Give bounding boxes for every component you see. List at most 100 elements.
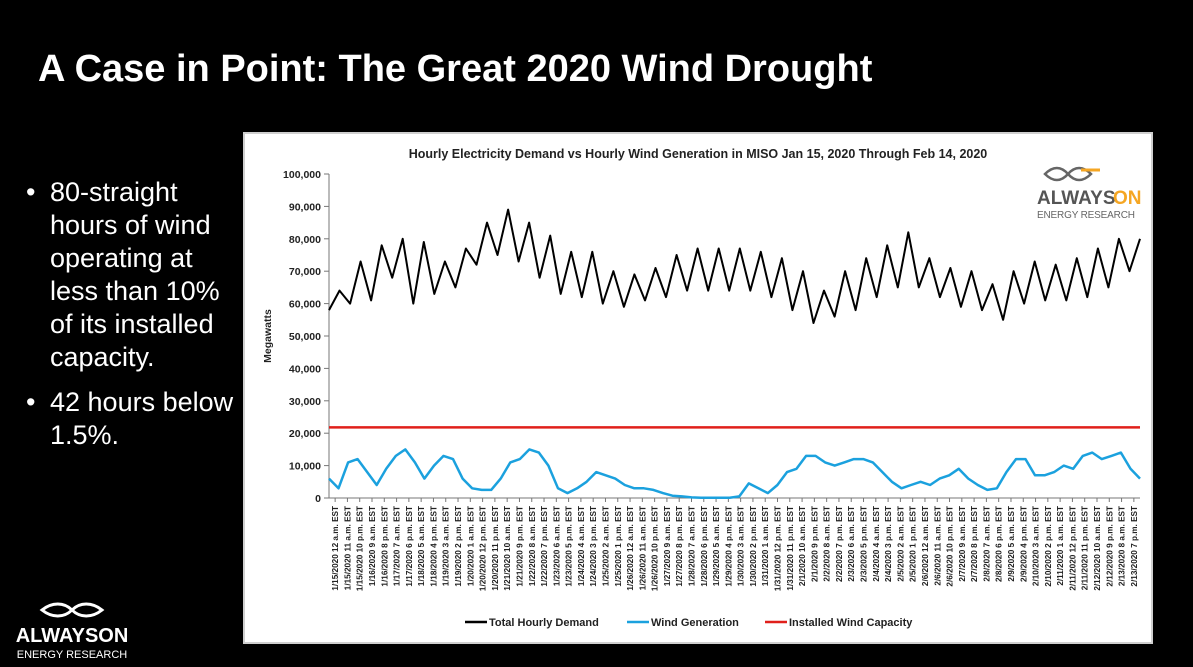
x-tick-label: 1/27/2020 8 p.m. EST — [675, 506, 684, 587]
chart-logo-wordmark-left: ALWAYS — [1037, 188, 1116, 209]
x-tick-label: 2/10/2020 2 p.m. EST — [1044, 506, 1053, 587]
legend-wind-generation-label: Wind Generation — [651, 617, 739, 629]
infinity-logo-icon — [39, 602, 105, 618]
y-tick-label: 0 — [315, 493, 321, 505]
bullet-item: • 42 hours below 1.5%. — [26, 386, 236, 452]
x-tick-label: 1/15/2020 10 p.m. EST — [356, 506, 365, 591]
chart-title: Hourly Electricity Demand vs Hourly Wind… — [409, 147, 988, 161]
chart-logo-wordmark-right: ON — [1113, 188, 1142, 209]
series-line-wind-generation — [328, 448, 1141, 499]
x-tick-label: 1/29/2020 4 p.m. EST — [724, 506, 733, 587]
x-tick-label: 1/31/2020 1 a.m. EST — [761, 506, 770, 586]
legend-installed-wind-capacity-label: Installed Wind Capacity — [789, 617, 913, 629]
bullet-text: 80-straight hours of wind operating at l… — [50, 177, 220, 372]
x-tick-label: 1/19/2020 2 p.m. EST — [454, 506, 463, 587]
x-tick-label: 1/25/2020 2 a.m. EST — [601, 506, 610, 586]
bullet-dot-icon: • — [26, 177, 36, 207]
x-tick-label: 2/8/2020 7 a.m. EST — [982, 506, 991, 582]
alwayson-logo-bottom: ALWAYSON ENERGY RESEARCH — [16, 602, 129, 661]
y-tick-label: 50,000 — [289, 331, 321, 343]
x-tick-label: 1/20/2020 11 p.m. EST — [491, 506, 500, 591]
x-tick-label: 1/21/2020 10 a.m. EST — [503, 506, 512, 591]
x-tick-label: 1/26/2020 11 a.m. EST — [638, 506, 647, 590]
x-tick-label: 1/22/2020 8 a.m. EST — [528, 506, 537, 586]
series-line-total-hourly-demand — [328, 208, 1141, 324]
x-tick-label: 1/26/2020 10 p.m. EST — [651, 506, 660, 591]
legend-total-hourly-demand-label: Total Hourly Demand — [489, 617, 599, 629]
x-tick-label: 2/7/2020 8 p.m. EST — [970, 506, 979, 582]
x-tick-label: 1/18/2020 4 p.m. EST — [429, 506, 438, 587]
slide-title: A Case in Point: The Great 2020 Wind Dro… — [38, 48, 873, 90]
x-tick-label: 1/17/2020 6 p.m. EST — [405, 506, 414, 587]
x-tick-label: 2/5/2020 1 p.m. EST — [909, 506, 918, 582]
x-tick-label: 1/24/2020 3 p.m. EST — [589, 506, 598, 587]
x-tick-label: 2/1/2020 10 a.m. EST — [798, 506, 807, 586]
y-tick-label: 30,000 — [289, 396, 321, 408]
x-tick-label: 2/11/2020 11 p.m. EST — [1081, 506, 1090, 590]
x-tick-label: 2/2/2020 7 p.m. EST — [835, 506, 844, 582]
x-tick-label: 1/29/2020 5 a.m. EST — [712, 506, 721, 586]
x-tick-label: 2/6/2020 11 a.m. EST — [933, 506, 942, 586]
x-tick-label: 1/19/2020 3 a.m. EST — [442, 506, 451, 586]
x-tick-label: 2/10/2020 3 a.m. EST — [1032, 506, 1041, 586]
x-tick-label: 1/20/2020 12 p.m. EST — [479, 506, 488, 591]
x-tick-label: 2/2/2020 8 a.m. EST — [823, 506, 832, 582]
bullet-dot-icon: • — [26, 387, 36, 417]
x-tick-label: 1/18/2020 5 a.m. EST — [417, 506, 426, 586]
bullet-text: 42 hours below 1.5%. — [50, 387, 234, 450]
x-tick-label: 1/28/2020 7 a.m. EST — [687, 506, 696, 586]
line-chart: Hourly Electricity Demand vs Hourly Wind… — [262, 147, 1142, 629]
x-tick-label: 2/12/2020 10 a.m. EST — [1093, 506, 1102, 591]
x-tick-label: 1/23/2020 6 a.m. EST — [552, 506, 561, 586]
x-tick-label: 2/5/2020 2 a.m. EST — [896, 506, 905, 582]
x-tick-label: 1/16/2020 8 p.m. EST — [380, 506, 389, 587]
infinity-logo-icon — [1043, 166, 1093, 182]
y-tick-label: 60,000 — [289, 299, 321, 311]
x-tick-label: 2/4/2020 3 p.m. EST — [884, 506, 893, 582]
y-tick-label: 70,000 — [289, 266, 321, 278]
x-tick-label: 1/15/2020 12 a.m. EST — [331, 506, 340, 591]
x-tick-label: 2/12/2020 9 p.m. EST — [1105, 506, 1114, 587]
y-tick-label: 90,000 — [289, 201, 321, 213]
x-tick-label: 1/27/2020 9 a.m. EST — [663, 506, 672, 586]
x-tick-label: 1/31/2020 12 p.m. EST — [774, 506, 783, 591]
x-tick-label: 2/8/2020 6 p.m. EST — [995, 506, 1004, 582]
x-tick-label: 2/3/2020 5 p.m. EST — [860, 506, 869, 582]
x-tick-label: 2/9/2020 4 p.m. EST — [1019, 506, 1028, 582]
bullet-list: • 80-straight hours of wind operating at … — [26, 176, 236, 464]
x-tick-label: 1/15/2020 11 a.m. EST — [343, 506, 352, 590]
x-tick-label: 1/21/2020 9 p.m. EST — [515, 506, 524, 587]
y-tick-label: 80,000 — [289, 234, 321, 246]
x-tick-label: 1/26/2020 12 a.m. EST — [626, 506, 635, 591]
x-tick-label: 2/4/2020 4 a.m. EST — [872, 506, 881, 582]
x-tick-label: 2/9/2020 5 a.m. EST — [1007, 506, 1016, 582]
logo-subtitle: ENERGY RESEARCH — [17, 649, 127, 661]
x-tick-label: 2/11/2020 12 p.m. EST — [1068, 506, 1077, 591]
x-tick-label: 1/25/2020 1 p.m. EST — [614, 506, 623, 587]
x-tick-label: 1/30/2020 2 p.m. EST — [749, 506, 758, 587]
x-tick-label: 1/24/2020 4 a.m. EST — [577, 506, 586, 586]
x-tick-label: 2/1/2020 9 p.m. EST — [810, 506, 819, 582]
y-tick-label: 10,000 — [289, 461, 321, 473]
y-tick-label: 100,000 — [283, 169, 321, 181]
chart-panel: Hourly Electricity Demand vs Hourly Wind… — [243, 132, 1153, 644]
y-axis-label: Megawatts — [262, 309, 274, 363]
y-tick-label: 20,000 — [289, 428, 321, 440]
x-tick-label: 1/30/2020 3 a.m. EST — [737, 506, 746, 586]
x-tick-label: 1/28/2020 6 p.m. EST — [700, 506, 709, 587]
x-tick-label: 2/6/2020 12 a.m. EST — [921, 506, 930, 586]
x-tick-label: 2/7/2020 9 a.m. EST — [958, 506, 967, 582]
x-tick-label: 1/16/2020 9 a.m. EST — [368, 506, 377, 586]
x-tick-label: 2/13/2020 7 p.m. EST — [1130, 506, 1139, 587]
x-tick-label: 2/11/2020 1 a.m. EST — [1056, 506, 1065, 586]
x-tick-label: 1/23/2020 5 p.m. EST — [565, 506, 574, 587]
x-tick-label: 2/3/2020 6 a.m. EST — [847, 506, 856, 582]
x-tick-label: 2/6/2020 10 p.m. EST — [946, 506, 955, 587]
x-tick-label: 1/31/2020 11 p.m. EST — [786, 506, 795, 591]
x-tick-label: 1/22/2020 7 p.m. EST — [540, 506, 549, 587]
y-tick-label: 40,000 — [289, 363, 321, 375]
logo-wordmark: ALWAYSON — [16, 625, 129, 647]
chart-logo-subtitle: ENERGY RESEARCH — [1037, 210, 1135, 221]
x-tick-label: 2/13/2020 8 a.m. EST — [1118, 506, 1127, 586]
x-tick-label: 1/20/2020 1 a.m. EST — [466, 506, 475, 586]
